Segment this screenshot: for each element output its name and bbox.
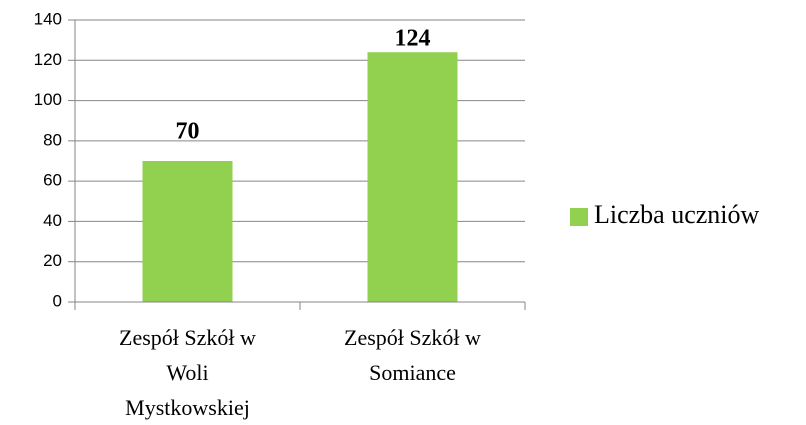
y-tick-label: 0 (53, 291, 62, 310)
bar (142, 161, 233, 302)
y-tick-label: 60 (43, 171, 62, 190)
x-tick-label: Zespół Szkół w Somiance (344, 325, 481, 385)
y-tick-label: 120 (34, 50, 62, 69)
y-tick-label: 20 (43, 251, 62, 270)
legend-label: Liczba uczniów (594, 200, 760, 229)
legend-swatch (570, 208, 588, 226)
bar (367, 52, 458, 302)
y-tick-label: 40 (43, 211, 62, 230)
y-tick-label: 140 (34, 9, 62, 28)
value-label: 124 (395, 26, 431, 52)
value-label: 70 (176, 119, 200, 145)
y-tick-label: 80 (43, 130, 62, 149)
y-tick-label: 100 (34, 90, 62, 109)
x-tick-label: Zespół Szkół w Woli Mystkowskiej (119, 325, 256, 420)
